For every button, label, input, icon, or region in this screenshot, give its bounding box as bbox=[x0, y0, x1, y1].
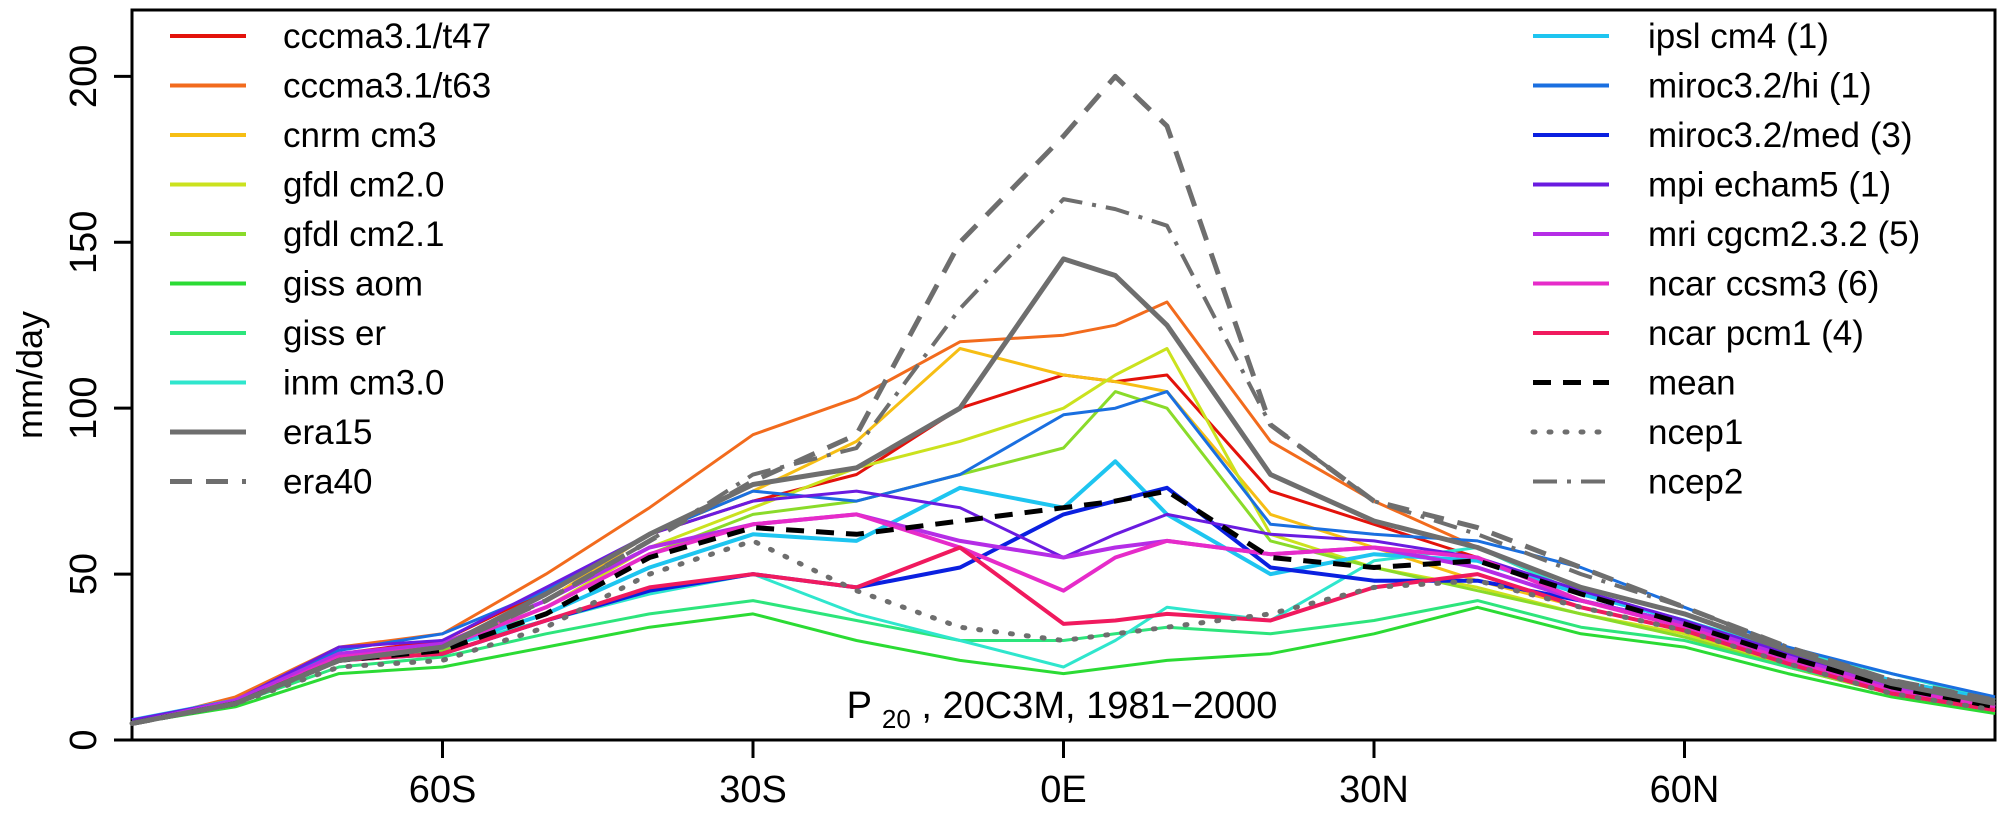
legend-label: ncar pcm1 (4) bbox=[1648, 314, 1864, 353]
series-line-mean bbox=[131, 488, 1996, 726]
legend-label: ipsl cm4 (1) bbox=[1648, 17, 1829, 56]
legend-entry: miroc3.2/med (3) bbox=[1533, 116, 1913, 155]
legend-entry: mpi echam5 (1) bbox=[1533, 166, 1891, 205]
y-tick-label: 100 bbox=[63, 376, 105, 439]
chart-caption: P 20 , 20C3M, 1981−2000 bbox=[847, 685, 1278, 737]
legend-entry: era40 bbox=[170, 463, 373, 502]
series-line-ncar-pcm1-4- bbox=[131, 545, 1996, 726]
y-tick-label: 150 bbox=[63, 211, 105, 274]
legend-entry: era15 bbox=[170, 413, 373, 452]
legend-entry: ncep1 bbox=[1530, 413, 1743, 452]
legend-label: era40 bbox=[283, 463, 373, 502]
legend-label: gfdl cm2.0 bbox=[283, 166, 444, 205]
legend-entry: gfdl cm2.1 bbox=[170, 215, 444, 254]
legend-label: miroc3.2/med (3) bbox=[1648, 116, 1913, 155]
legend-label: inm cm3.0 bbox=[283, 364, 444, 403]
legend-label: era15 bbox=[283, 413, 373, 452]
x-tick-label: 30S bbox=[719, 769, 787, 811]
y-axis-title: mm/day bbox=[9, 311, 50, 439]
legend-entry: ncep2 bbox=[1533, 463, 1743, 502]
legend-label: ncep1 bbox=[1648, 413, 1743, 452]
legend-entry: cccma3.1/t63 bbox=[170, 67, 491, 106]
x-tick-label: 60N bbox=[1650, 769, 1720, 811]
y-tick-label: 50 bbox=[63, 553, 105, 595]
legend-label: mri cgcm2.3.2 (5) bbox=[1648, 215, 1920, 254]
series-line-ncep1 bbox=[129, 538, 1998, 726]
legend-entry: giss er bbox=[170, 314, 386, 353]
legend-entry: cccma3.1/t47 bbox=[170, 17, 491, 56]
x-tick-label: 0E bbox=[1040, 769, 1086, 811]
legend-entry: gfdl cm2.0 bbox=[170, 166, 444, 205]
series-layer bbox=[129, 73, 1998, 726]
legend-label: cnrm cm3 bbox=[283, 116, 437, 155]
legend-label: miroc3.2/hi (1) bbox=[1648, 67, 1872, 106]
caption-subscript: 20 bbox=[882, 704, 911, 734]
legend-label: mean bbox=[1648, 364, 1736, 403]
legend-entry: ipsl cm4 (1) bbox=[1533, 17, 1829, 56]
legend-entry: mri cgcm2.3.2 (5) bbox=[1533, 215, 1920, 254]
legend-label: ncar ccsm3 (6) bbox=[1648, 265, 1879, 304]
legend-label: giss er bbox=[283, 314, 386, 353]
legend-entry: mean bbox=[1533, 364, 1736, 403]
legend-label: cccma3.1/t47 bbox=[283, 17, 491, 56]
legend-entry: giss aom bbox=[170, 265, 423, 304]
caption-main: P bbox=[847, 685, 872, 727]
legend-label: cccma3.1/t63 bbox=[283, 67, 491, 106]
series-line-giss-aom bbox=[131, 605, 1996, 725]
legend-label: giss aom bbox=[283, 265, 423, 304]
legend-right: ipsl cm4 (1) miroc3.2/hi (1) miroc3.2/med … bbox=[1530, 17, 1920, 502]
legend-entry: cnrm cm3 bbox=[170, 116, 437, 155]
legend-left: cccma3.1/t47 cccma3.1/t63 cnrm cm3 gfdl cm2… bbox=[170, 17, 491, 502]
legend-entry: ncar ccsm3 (6) bbox=[1533, 265, 1879, 304]
y-tick-label: 200 bbox=[63, 45, 105, 108]
y-tick-label: 0 bbox=[63, 729, 105, 750]
series-line-mpi-echam5-1- bbox=[131, 489, 1996, 722]
x-tick-label: 30N bbox=[1339, 769, 1409, 811]
legend-entry: miroc3.2/hi (1) bbox=[1533, 67, 1872, 106]
series-line-era40 bbox=[131, 73, 1996, 726]
caption-rest: , 20C3M, 1981−2000 bbox=[921, 685, 1277, 727]
legend-label: ncep2 bbox=[1648, 463, 1743, 502]
legend-label: mpi echam5 (1) bbox=[1648, 166, 1891, 205]
axis-layer: 0 50 100 150 200 60S 30S 0E 30N 60N bbox=[63, 45, 1719, 811]
x-tick-label: 60S bbox=[409, 769, 477, 811]
legend-entry: inm cm3.0 bbox=[170, 364, 444, 403]
legend-entry: ncar pcm1 (4) bbox=[1533, 314, 1864, 353]
legend-label: gfdl cm2.1 bbox=[283, 215, 444, 254]
